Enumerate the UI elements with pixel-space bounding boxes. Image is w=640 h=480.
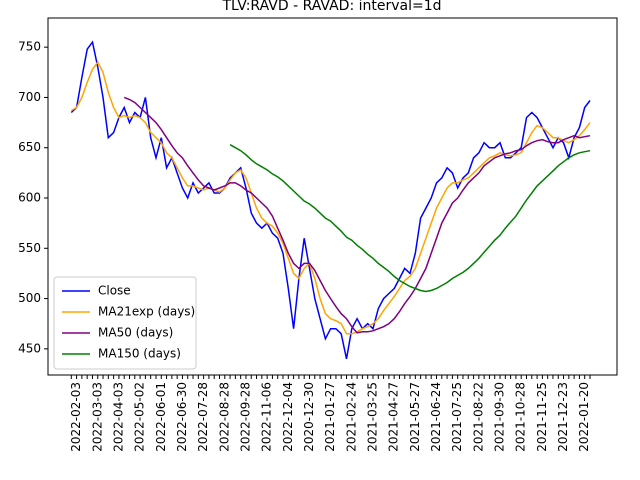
y-tick-label: 500 [18, 291, 41, 305]
x-tick-label: 2022-03-03 [90, 382, 104, 452]
x-tick-label: 2021-06-24 [429, 382, 443, 452]
x-tick-label: 2022-09-28 [238, 382, 252, 452]
x-tick-label: 2021-09-30 [493, 382, 507, 452]
y-tick-label: 550 [18, 241, 41, 255]
x-tick-label: 2020-12-30 [302, 382, 316, 452]
x-tick-label: 2022-06-30 [175, 382, 189, 452]
x-tick-label: 2022-04-03 [111, 382, 125, 452]
x-tick-label: 2022-08-28 [217, 382, 231, 452]
x-tick-label: 2021-07-25 [450, 382, 464, 452]
x-tick-label: 2022-01-20 [577, 382, 591, 452]
x-tick-label: 2022-11-06 [260, 382, 274, 452]
x-tick-label: 2022-12-04 [281, 382, 295, 452]
x-tick-label: 2021-02-24 [344, 382, 358, 452]
legend-label: MA21exp (days) [98, 305, 195, 319]
x-tick-label: 2022-02-03 [69, 382, 83, 452]
x-tick-label: 2021-03-25 [365, 382, 379, 452]
x-tick-label: 2021-05-27 [408, 382, 422, 452]
legend-label: MA50 (days) [98, 326, 173, 340]
x-tick-label: 2022-06-01 [154, 382, 168, 452]
y-tick-label: 650 [18, 140, 41, 154]
legend-label: Close [98, 284, 131, 298]
plot-frame [47, 17, 618, 376]
chart-title: TLV:RAVD - RAVAD: interval=1d [221, 0, 441, 14]
series-line [229, 144, 591, 293]
x-tick-label: 2022-07-28 [196, 382, 210, 452]
legend-box [53, 276, 197, 370]
y-tick-label: 700 [18, 90, 41, 104]
y-tick-label: 600 [18, 191, 41, 205]
x-tick-label: 2021-08-22 [471, 382, 485, 452]
y-tick-label: 450 [18, 341, 41, 355]
x-tick-label: 2021-11-25 [535, 382, 549, 452]
x-tick-label: 2021-10-28 [514, 382, 528, 452]
y-tick-label: 750 [18, 40, 41, 54]
series-line [123, 96, 591, 334]
x-tick-label: 2021-01-27 [323, 382, 337, 452]
series-line [70, 40, 591, 360]
legend-label: MA150 (days) [98, 347, 181, 361]
x-tick-label: 2021-04-27 [387, 382, 401, 452]
x-tick-label: 2021-12-23 [556, 382, 570, 452]
x-tick-label: 2022-05-02 [133, 382, 147, 452]
